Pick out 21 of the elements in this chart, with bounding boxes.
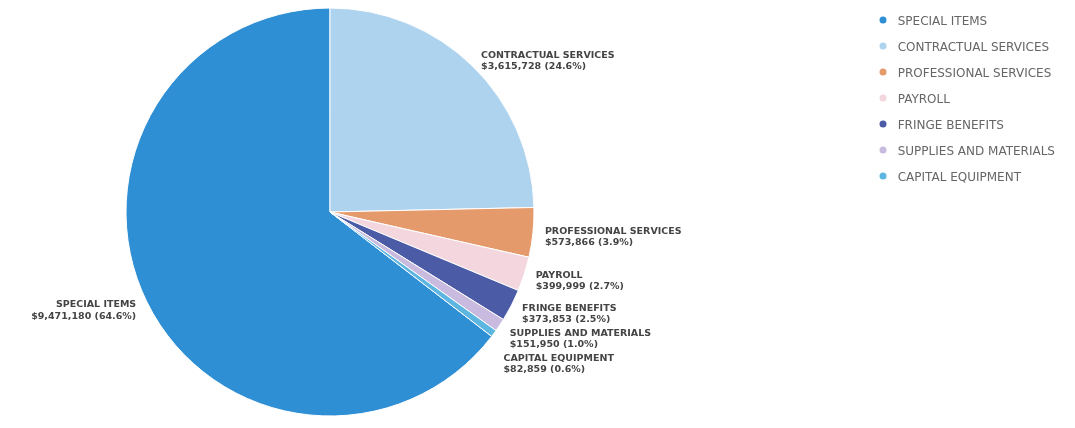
slice-label: PAYROLL bbox=[535, 268, 583, 280]
data-label: $3,615,728 (24.6%) bbox=[481, 60, 587, 72]
legend-label: FRINGE BENEFITS bbox=[897, 118, 1004, 132]
data-label: $151,950 (1.0%) bbox=[509, 338, 598, 350]
slice-label: SPECIAL ITEMS bbox=[55, 298, 137, 310]
legend-label: SPECIAL ITEMS bbox=[897, 14, 988, 28]
legend-label: CAPITAL EQUIPMENT bbox=[897, 170, 1022, 184]
slice-label: CONTRACTUAL SERVICES bbox=[481, 48, 615, 60]
legend-label: PAYROLL bbox=[897, 92, 950, 106]
slice-label: SUPPLIES AND MATERIALS bbox=[509, 326, 652, 338]
data-label: $573,866 (3.9%) bbox=[544, 236, 634, 248]
slice-label: CAPITAL EQUIPMENT bbox=[503, 351, 615, 363]
slice-label: PROFESSIONAL SERVICES bbox=[544, 224, 682, 236]
slice-label: FRINGE BENEFITS bbox=[522, 301, 617, 313]
data-label: $9,471,180 (64.6%) bbox=[31, 309, 137, 321]
data-label: $373,853 (2.5%) bbox=[522, 313, 611, 325]
legend-label: SUPPLIES AND MATERIALS bbox=[897, 144, 1055, 158]
data-label: $82,859 (0.6%) bbox=[503, 363, 586, 375]
legend-label: PROFESSIONAL SERVICES bbox=[897, 66, 1052, 80]
legend-label: CONTRACTUAL SERVICES bbox=[897, 40, 1050, 54]
data-label: $399,999 (2.7%) bbox=[535, 280, 624, 292]
